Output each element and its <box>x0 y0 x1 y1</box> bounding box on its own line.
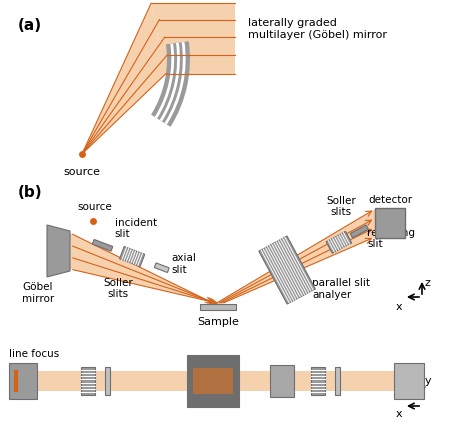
Text: Soller
slits: Soller slits <box>103 277 133 298</box>
Polygon shape <box>92 240 112 252</box>
Polygon shape <box>82 4 166 155</box>
Text: line focus: line focus <box>9 348 59 358</box>
Bar <box>192 368 233 394</box>
Polygon shape <box>154 263 169 273</box>
Text: parallel slit
analyer: parallel slit analyer <box>311 278 369 299</box>
Bar <box>269 365 293 397</box>
Polygon shape <box>258 237 315 304</box>
Text: y: y <box>424 375 431 385</box>
Polygon shape <box>349 225 368 238</box>
Polygon shape <box>119 247 144 267</box>
Bar <box>9 363 37 399</box>
Text: (b): (b) <box>18 184 42 200</box>
Text: Göbel
mirror: Göbel mirror <box>22 281 54 303</box>
Polygon shape <box>214 209 374 304</box>
Text: source: source <box>63 166 100 177</box>
Text: z: z <box>424 277 430 287</box>
Text: laterally graded
multilayer (Göbel) mirror: laterally graded multilayer (Göbel) mirr… <box>248 18 386 40</box>
Bar <box>35 371 397 391</box>
Text: receiving
slit: receiving slit <box>366 227 415 249</box>
Polygon shape <box>81 367 95 395</box>
Wedge shape <box>151 42 190 128</box>
Text: axial
slit: axial slit <box>172 252 196 274</box>
Text: incident
slit: incident slit <box>114 217 157 239</box>
Polygon shape <box>70 233 221 304</box>
Text: x: x <box>394 408 401 418</box>
Bar <box>187 355 238 407</box>
Polygon shape <box>151 4 234 74</box>
Polygon shape <box>105 367 110 395</box>
Bar <box>393 363 423 399</box>
Bar <box>374 209 404 239</box>
Text: source: source <box>77 202 112 212</box>
Text: (a): (a) <box>18 18 42 33</box>
Text: x: x <box>394 301 401 311</box>
Text: Sample: Sample <box>197 316 238 326</box>
Bar <box>200 304 236 310</box>
Polygon shape <box>335 367 340 395</box>
Text: detector: detector <box>367 194 411 205</box>
Polygon shape <box>310 367 324 395</box>
Polygon shape <box>47 225 70 277</box>
Polygon shape <box>325 232 351 254</box>
Text: Soller
slits: Soller slits <box>325 195 355 217</box>
